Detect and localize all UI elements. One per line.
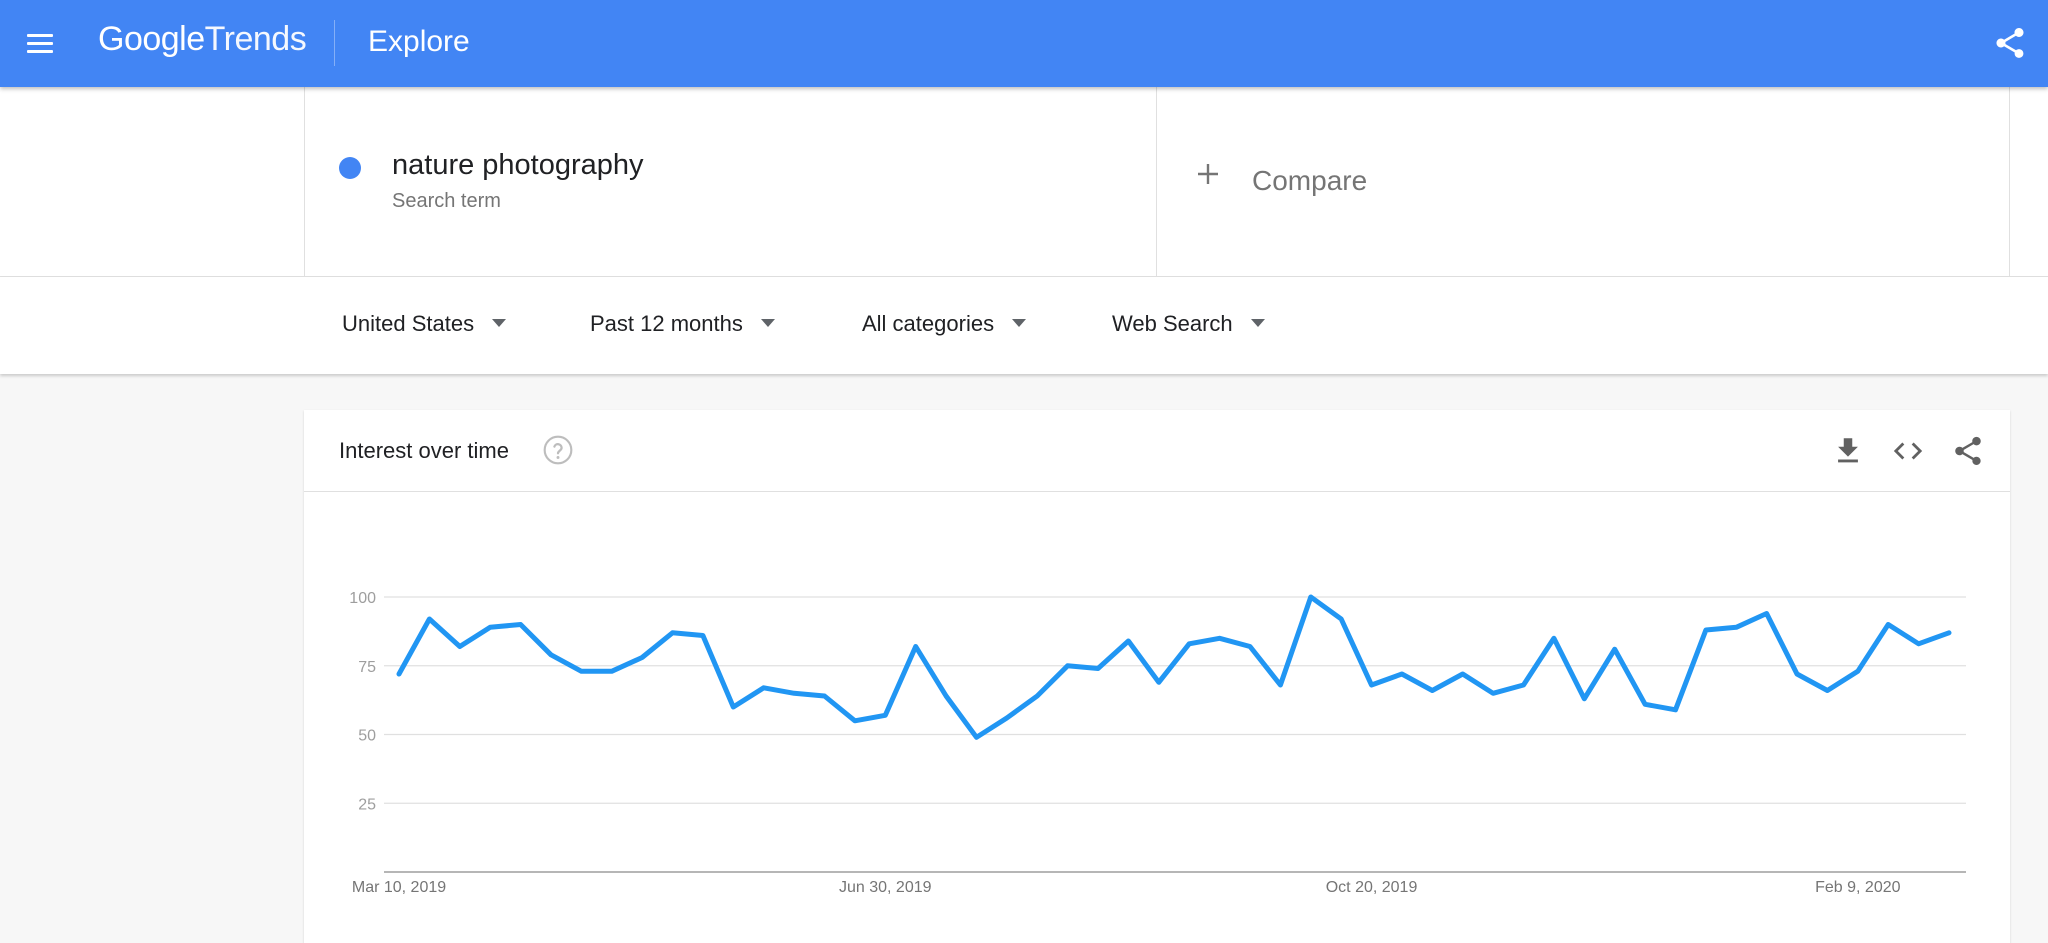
time-range-label: Past 12 months: [590, 311, 743, 336]
search-type-label: Web Search: [1112, 311, 1233, 336]
y-tick-label: 100: [349, 590, 376, 607]
chevron-down-icon: [760, 319, 775, 328]
google-trends-logo[interactable]: GoogleTrends: [98, 20, 307, 59]
chevron-down-icon: [492, 319, 507, 328]
x-tick-label: Jun 30, 2019: [839, 879, 932, 896]
help-icon[interactable]: [542, 434, 574, 466]
card-title: Interest over time: [339, 438, 509, 463]
compare-button[interactable]: Compare: [1157, 87, 2010, 277]
x-tick-label: Oct 20, 2019: [1326, 879, 1418, 896]
page-title: Explore: [368, 25, 470, 58]
time-range-dropdown[interactable]: Past 12 months: [590, 311, 775, 337]
search-term-card[interactable]: nature photography Search term: [304, 87, 1157, 277]
region-label: United States: [342, 311, 475, 336]
filters-bar: United States Past 12 months All categor…: [0, 277, 2048, 374]
series-line-nature-photography: [396, 594, 1952, 740]
logo-google-text: Google: [98, 20, 205, 58]
region-dropdown[interactable]: United States: [342, 311, 507, 337]
header-divider: [334, 20, 335, 66]
embed-icon[interactable]: [1891, 434, 1925, 468]
x-tick-label: Mar 10, 2019: [352, 879, 446, 896]
category-label: All categories: [862, 311, 995, 336]
search-term-name[interactable]: nature photography: [392, 149, 644, 181]
share-icon[interactable]: [1992, 25, 2028, 61]
logo-trends-text: Trends: [204, 20, 307, 58]
interest-over-time-card: Interest over time 25 50 75 100 Mar 10, 2019…: [304, 410, 2010, 943]
term-color-dot: [339, 157, 361, 179]
interest-line-chart[interactable]: 25 50 75 100 Mar 10, 2019 Jun 30, 2019 Oct 20,…: [304, 492, 2010, 932]
y-tick-label: 25: [358, 796, 376, 813]
menu-icon[interactable]: [22, 26, 58, 62]
y-tick-label: 75: [358, 659, 376, 676]
search-terms-bar: nature photography Search term Compare: [0, 87, 2048, 277]
search-type-dropdown[interactable]: Web Search: [1112, 311, 1265, 337]
x-tick-label: Feb 9, 2020: [1815, 879, 1901, 896]
category-dropdown[interactable]: All categories: [862, 311, 1027, 337]
chevron-down-icon: [1012, 319, 1027, 328]
search-term-subtitle: Search term: [392, 190, 501, 212]
y-tick-label: 50: [358, 728, 376, 745]
chevron-down-icon: [1250, 319, 1265, 328]
compare-label: Compare: [1252, 165, 1368, 196]
download-icon[interactable]: [1831, 434, 1865, 468]
plus-icon: [1197, 163, 1219, 185]
app-header: GoogleTrends Explore: [0, 0, 2048, 87]
share-icon[interactable]: [1951, 434, 1985, 468]
card-header: Interest over time: [304, 410, 2010, 492]
